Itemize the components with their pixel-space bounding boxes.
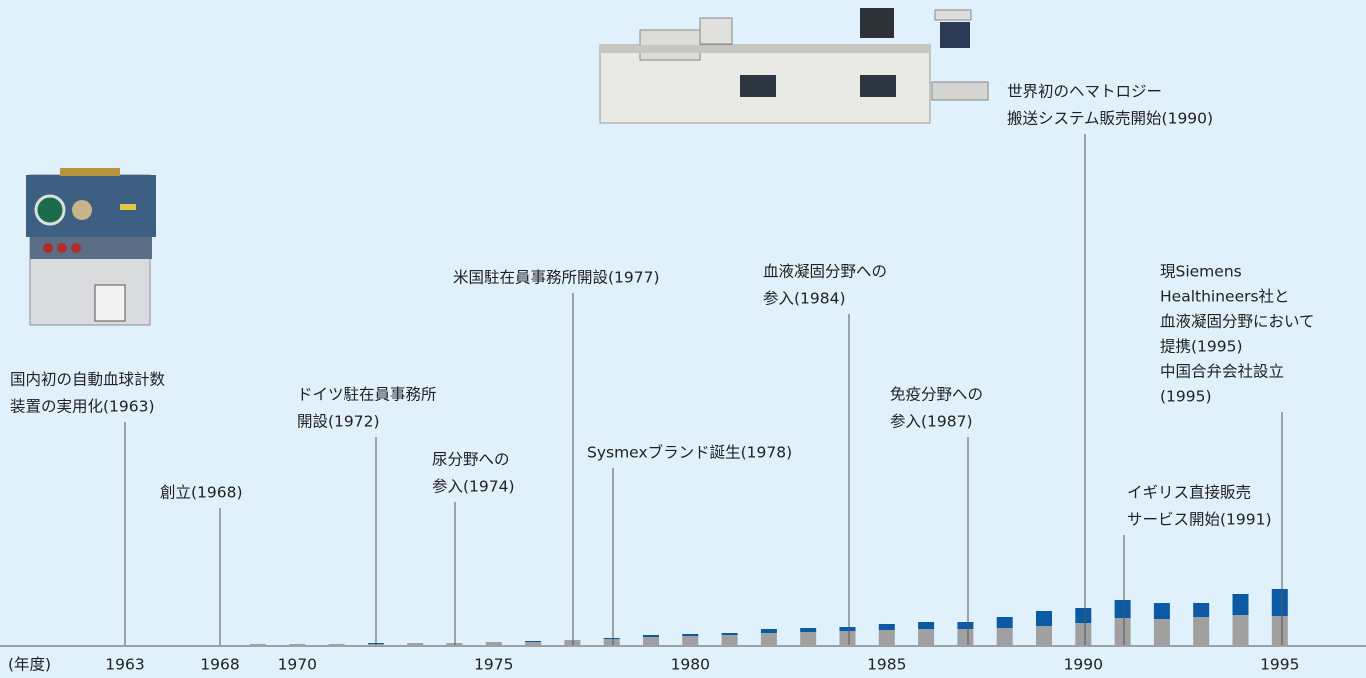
bar-segment [1233, 615, 1249, 645]
annotation-text: 世界初のヘマトロジー [1007, 83, 1162, 101]
bar-segment [1115, 618, 1131, 645]
annotation-text: Sysmexブランド誕生(1978) [587, 443, 792, 462]
bar-segment [879, 624, 895, 630]
bar-segment [564, 640, 580, 645]
annotation-text: サービス開始(1991) [1127, 511, 1272, 529]
annotation-text: 血液凝固分野への [763, 263, 887, 281]
bar-segment [722, 633, 738, 635]
annotation-text: 血液凝固分野において [1160, 313, 1315, 331]
bar-segment [1075, 623, 1091, 645]
bar-segment [643, 635, 659, 637]
annotation-text: 参入(1974) [432, 478, 515, 496]
analyzer-photo [26, 168, 156, 325]
annotation-text: イギリス直接販売 [1127, 484, 1251, 502]
annotation-text: 装置の実用化(1963) [10, 398, 155, 416]
unit-note: (年度) [8, 656, 51, 674]
annotation-text: (1995) [1160, 388, 1212, 406]
bar-segment [289, 644, 305, 645]
x-tick-label: 1963 [105, 656, 144, 674]
system-photo [600, 8, 988, 123]
bar-segment [761, 633, 777, 645]
annotation-text: 参入(1987) [890, 413, 973, 431]
bar-segment [604, 639, 620, 645]
bar-segment [840, 627, 856, 631]
bar-segment [918, 629, 934, 645]
bar-segment [800, 632, 816, 645]
annotation-text: 中国合弁会社設立 [1160, 363, 1284, 381]
bar-segment [761, 629, 777, 633]
bar-segment [525, 642, 541, 645]
annotation-text: 米国駐在員事務所開設(1977) [453, 269, 660, 287]
bar-segment [879, 630, 895, 645]
bar-segment [997, 617, 1013, 628]
bar-segment [1115, 600, 1131, 618]
bar-segment [1233, 594, 1249, 615]
bar-segment [1193, 603, 1209, 617]
bar-segment [525, 641, 541, 642]
bar-segment [1272, 616, 1288, 645]
annotation-text: 創立(1968) [160, 484, 243, 502]
bar-segment [840, 631, 856, 645]
bar-segment [486, 642, 502, 645]
annotation-text: 尿分野への [432, 451, 510, 469]
bar-segment [918, 622, 934, 629]
bar-segment [1036, 611, 1052, 626]
annotation-text: 搬送システム販売開始(1990) [1007, 110, 1213, 128]
x-tick-label: 1968 [200, 656, 239, 674]
annotation-text: 現Siemens [1160, 263, 1242, 281]
annotation-text: 提携(1995) [1160, 338, 1243, 356]
x-tick-label: 1990 [1064, 656, 1103, 674]
annotation-text: ドイツ駐在員事務所 [297, 386, 437, 404]
bar-segment [643, 637, 659, 645]
annotation-text: Healthineers社と [1160, 288, 1290, 306]
bar-segment [604, 638, 620, 639]
bar-segment [1193, 617, 1209, 645]
bar-segment [800, 628, 816, 632]
x-tick-label: 1995 [1260, 656, 1299, 674]
bar-segment [1154, 603, 1170, 619]
x-tick-label: 1975 [474, 656, 513, 674]
annotation-text: 開設(1972) [297, 413, 380, 431]
annotation-text: 国内初の自動血球計数 [10, 371, 166, 389]
bar-segment [997, 628, 1013, 645]
bar-segment [407, 643, 423, 645]
annotation-text: 参入(1984) [763, 290, 846, 308]
bar-segment [1272, 589, 1288, 616]
bar-segment [329, 644, 345, 645]
chart: (年度) 1963 1968 1970 1975 1980 1985 1990 1995 国内初… [0, 0, 1366, 678]
bar-segment [1154, 619, 1170, 645]
bar-segment [957, 629, 973, 645]
bar-segment [722, 635, 738, 645]
bar-segment [682, 636, 698, 645]
x-tick-label: 1970 [278, 656, 317, 674]
bar-segment [250, 644, 266, 645]
bar-segment [682, 634, 698, 636]
bar-segment [957, 622, 973, 629]
x-tick-label: 1985 [867, 656, 906, 674]
bar-segment [1036, 626, 1052, 645]
annotation-text: 免疫分野への [890, 386, 983, 404]
bar-segment [1075, 608, 1091, 623]
x-tick-label: 1980 [671, 656, 710, 674]
